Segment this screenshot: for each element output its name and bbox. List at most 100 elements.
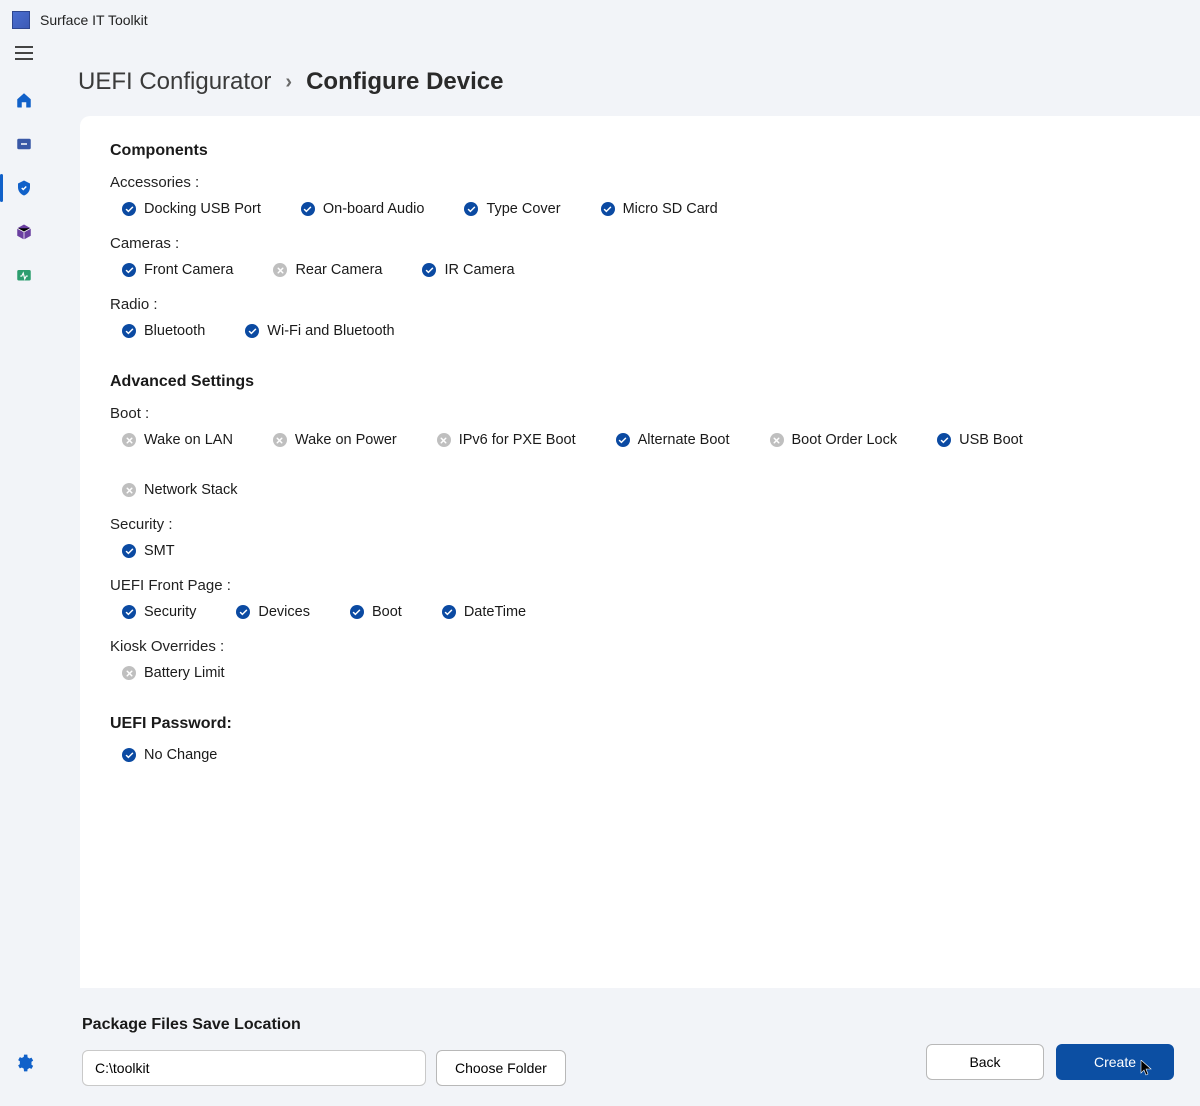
toggle-label: Network Stack bbox=[144, 482, 237, 498]
toggle-item[interactable]: Battery Limit bbox=[122, 665, 225, 681]
toggle-item[interactable]: SMT bbox=[122, 543, 175, 559]
toggle-label: Rear Camera bbox=[295, 262, 382, 278]
group-label: Radio : bbox=[110, 296, 1170, 313]
check-icon bbox=[422, 263, 436, 277]
toggle-label: IR Camera bbox=[444, 262, 514, 278]
cross-icon bbox=[273, 433, 287, 447]
password-section: UEFI Password: No Change bbox=[110, 715, 1170, 763]
toggle-label: Boot bbox=[372, 604, 402, 620]
check-icon bbox=[236, 605, 250, 619]
save-location-title: Package Files Save Location bbox=[82, 1016, 1166, 1034]
create-button[interactable]: Create bbox=[1056, 1044, 1174, 1080]
toggle-label: Security bbox=[144, 604, 196, 620]
group-label: UEFI Front Page : bbox=[110, 577, 1170, 594]
toggle-item[interactable]: DateTime bbox=[442, 604, 526, 620]
group-label: Accessories : bbox=[110, 174, 1170, 191]
toggle-item[interactable]: USB Boot bbox=[937, 432, 1023, 448]
cross-icon bbox=[273, 263, 287, 277]
breadcrumb-parent[interactable]: UEFI Configurator bbox=[78, 68, 271, 96]
toggle-label: DateTime bbox=[464, 604, 526, 620]
toggle-item[interactable]: No Change bbox=[122, 747, 217, 763]
check-icon bbox=[122, 544, 136, 558]
check-icon bbox=[442, 605, 456, 619]
toggle-item[interactable]: Wake on LAN bbox=[122, 432, 233, 448]
app-icon bbox=[12, 11, 30, 29]
toggle-label: Wake on LAN bbox=[144, 432, 233, 448]
advanced-title: Advanced Settings bbox=[110, 373, 1170, 391]
toggle-item[interactable]: Type Cover bbox=[464, 201, 560, 217]
check-icon bbox=[601, 202, 615, 216]
cross-icon bbox=[122, 433, 136, 447]
toggle-label: Front Camera bbox=[144, 262, 233, 278]
toggle-label: No Change bbox=[144, 747, 217, 763]
group-label: Boot : bbox=[110, 405, 1170, 422]
toggle-label: Devices bbox=[258, 604, 310, 620]
components-section: Components Accessories : Docking USB Port… bbox=[110, 142, 1170, 339]
hamburger-menu[interactable] bbox=[15, 46, 33, 60]
check-icon bbox=[122, 605, 136, 619]
toggle-label: Micro SD Card bbox=[623, 201, 718, 217]
toggle-item[interactable]: Network Stack bbox=[122, 482, 237, 498]
toggle-label: Boot Order Lock bbox=[792, 432, 898, 448]
check-icon bbox=[122, 202, 136, 216]
toggle-item[interactable]: On-board Audio bbox=[301, 201, 425, 217]
toggle-item[interactable]: Wi-Fi and Bluetooth bbox=[245, 323, 394, 339]
toggle-item[interactable]: Docking USB Port bbox=[122, 201, 261, 217]
sidebar bbox=[0, 40, 48, 1106]
toggle-item[interactable]: Micro SD Card bbox=[601, 201, 718, 217]
group-label: Cameras : bbox=[110, 235, 1170, 252]
components-title: Components bbox=[110, 142, 1170, 160]
toggle-label: On-board Audio bbox=[323, 201, 425, 217]
toggle-label: Wake on Power bbox=[295, 432, 397, 448]
save-path-input[interactable] bbox=[82, 1050, 426, 1086]
check-icon bbox=[122, 324, 136, 338]
group-label: Security : bbox=[110, 516, 1170, 533]
check-icon bbox=[122, 748, 136, 762]
toggle-label: Bluetooth bbox=[144, 323, 205, 339]
config-card: Components Accessories : Docking USB Port… bbox=[80, 116, 1200, 988]
toggle-item[interactable]: Boot Order Lock bbox=[770, 432, 898, 448]
nav-home-icon[interactable] bbox=[14, 90, 34, 110]
toggle-label: Docking USB Port bbox=[144, 201, 261, 217]
toggle-item[interactable]: Devices bbox=[236, 604, 310, 620]
cross-icon bbox=[122, 483, 136, 497]
check-icon bbox=[464, 202, 478, 216]
breadcrumb-current: Configure Device bbox=[306, 68, 503, 96]
choose-folder-button[interactable]: Choose Folder bbox=[436, 1050, 566, 1086]
nav-recovery-icon[interactable] bbox=[14, 134, 34, 154]
toggle-label: SMT bbox=[144, 543, 175, 559]
check-icon bbox=[122, 263, 136, 277]
titlebar: Surface IT Toolkit bbox=[0, 0, 1200, 40]
nav-uefi-icon[interactable] bbox=[14, 178, 34, 198]
toggle-label: Type Cover bbox=[486, 201, 560, 217]
advanced-section: Advanced Settings Boot : Wake on LAN Wake … bbox=[110, 373, 1170, 681]
group-label: Kiosk Overrides : bbox=[110, 638, 1170, 655]
toggle-item[interactable]: Wake on Power bbox=[273, 432, 397, 448]
password-title: UEFI Password: bbox=[110, 715, 1170, 733]
toggle-label: Alternate Boot bbox=[638, 432, 730, 448]
toggle-item[interactable]: Boot bbox=[350, 604, 402, 620]
cross-icon bbox=[770, 433, 784, 447]
breadcrumb: UEFI Configurator › Configure Device bbox=[48, 40, 1200, 116]
toggle-item[interactable]: Front Camera bbox=[122, 262, 233, 278]
nav-diagnostic-icon[interactable] bbox=[14, 266, 34, 286]
check-icon bbox=[301, 202, 315, 216]
toggle-label: Wi-Fi and Bluetooth bbox=[267, 323, 394, 339]
check-icon bbox=[245, 324, 259, 338]
toggle-item[interactable]: Rear Camera bbox=[273, 262, 382, 278]
settings-icon[interactable] bbox=[14, 1053, 34, 1078]
cross-icon bbox=[122, 666, 136, 680]
toggle-label: USB Boot bbox=[959, 432, 1023, 448]
toggle-item[interactable]: Security bbox=[122, 604, 196, 620]
check-icon bbox=[616, 433, 630, 447]
toggle-item[interactable]: IPv6 for PXE Boot bbox=[437, 432, 576, 448]
check-icon bbox=[350, 605, 364, 619]
toggle-item[interactable]: IR Camera bbox=[422, 262, 514, 278]
cross-icon bbox=[437, 433, 451, 447]
nav-package-icon[interactable] bbox=[14, 222, 34, 242]
toggle-label: Battery Limit bbox=[144, 665, 225, 681]
back-button[interactable]: Back bbox=[926, 1044, 1044, 1080]
toggle-item[interactable]: Bluetooth bbox=[122, 323, 205, 339]
toggle-item[interactable]: Alternate Boot bbox=[616, 432, 730, 448]
check-icon bbox=[937, 433, 951, 447]
